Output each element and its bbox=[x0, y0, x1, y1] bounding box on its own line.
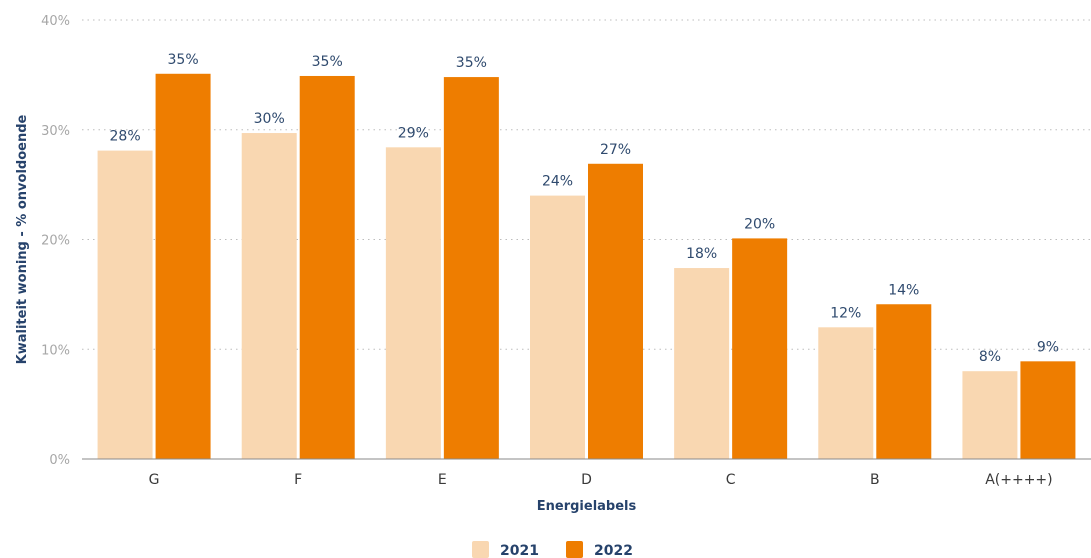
bar-2022-G bbox=[156, 74, 211, 459]
bar-2021-E bbox=[386, 147, 441, 459]
y-tick-label: 10% bbox=[41, 343, 70, 358]
bar-2021-F bbox=[242, 133, 297, 459]
y-tick-label: 20% bbox=[41, 234, 70, 249]
bar-2022-F bbox=[300, 76, 355, 459]
y-tick-label: 30% bbox=[41, 124, 70, 139]
bar-2022-E bbox=[444, 77, 499, 459]
x-tick-label: D bbox=[581, 472, 592, 488]
bar-2022-A(++++) bbox=[1020, 361, 1075, 459]
bar-value-label: 20% bbox=[744, 216, 775, 232]
bar-2021-G bbox=[98, 151, 153, 459]
x-axis-title: Energielabels bbox=[537, 499, 637, 514]
bars bbox=[98, 74, 1076, 459]
legend-label: 2022 bbox=[594, 543, 633, 558]
bar-value-label: 30% bbox=[254, 111, 285, 127]
bar-value-label: 29% bbox=[398, 125, 429, 141]
bar-2021-C bbox=[674, 268, 729, 459]
x-tick-label: E bbox=[438, 472, 447, 488]
bar-2022-B bbox=[876, 304, 931, 459]
y-tick-label: 40% bbox=[41, 14, 70, 29]
bar-value-label: 9% bbox=[1037, 339, 1059, 355]
bar-value-label: 35% bbox=[456, 55, 487, 71]
bar-value-label: 27% bbox=[600, 142, 631, 158]
legend-swatch-2022 bbox=[566, 541, 583, 558]
legend-label: 2021 bbox=[500, 543, 539, 558]
x-tick-label: F bbox=[294, 472, 302, 488]
bar-2021-B bbox=[818, 327, 873, 459]
bar-value-label: 28% bbox=[110, 129, 141, 145]
bar-value-label: 18% bbox=[686, 246, 717, 262]
x-axis-ticks: G F E D C B A(++++) bbox=[149, 472, 1053, 488]
bar-value-label: 14% bbox=[888, 282, 919, 298]
bar-2021-D bbox=[530, 196, 585, 459]
bar-value-label: 12% bbox=[830, 305, 861, 321]
x-tick-label: B bbox=[870, 472, 880, 488]
x-tick-label: C bbox=[726, 472, 736, 488]
y-tick-label: 0% bbox=[49, 453, 70, 468]
bar-2022-C bbox=[732, 238, 787, 459]
bar-value-label: 35% bbox=[312, 54, 343, 70]
legend-swatch-2021 bbox=[472, 541, 489, 558]
y-axis-title: Kwaliteit woning - % onvoldoende bbox=[15, 114, 30, 364]
x-tick-label: A(++++) bbox=[985, 472, 1052, 488]
bar-2022-D bbox=[588, 164, 643, 459]
bar-value-label: 8% bbox=[979, 349, 1001, 365]
legend: 2021 2022 bbox=[472, 541, 633, 558]
y-axis-ticks: 0% 10% 20% 30% 40% bbox=[41, 14, 70, 468]
x-tick-label: G bbox=[149, 472, 160, 488]
bar-value-label: 24% bbox=[542, 174, 573, 190]
bar-value-label: 35% bbox=[168, 52, 199, 68]
gridlines bbox=[82, 20, 1091, 349]
bar-2021-A(++++) bbox=[962, 371, 1017, 459]
